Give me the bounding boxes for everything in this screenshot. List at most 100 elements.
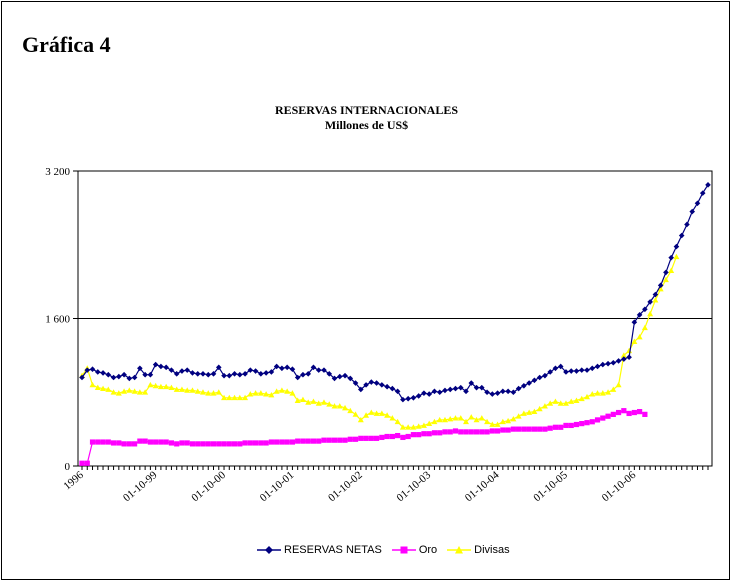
data-point-reservas-netas xyxy=(436,389,443,396)
data-point-reservas-netas xyxy=(252,368,259,374)
data-point-divisas xyxy=(499,418,506,425)
data-point-divisas xyxy=(426,420,433,426)
data-point-divisas xyxy=(673,253,680,260)
data-point-oro xyxy=(505,427,511,433)
data-point-divisas xyxy=(626,347,633,354)
data-point-oro xyxy=(289,439,296,445)
data-point-divisas xyxy=(578,395,585,402)
series-line-oro xyxy=(82,410,646,464)
data-point-divisas xyxy=(268,392,275,398)
data-point-divisas xyxy=(441,416,448,423)
data-point-oro xyxy=(473,429,480,435)
data-point-oro xyxy=(368,435,374,441)
data-point-divisas xyxy=(252,390,259,396)
data-point-divisas xyxy=(194,388,201,394)
data-point-oro xyxy=(284,439,290,445)
legend-symbol-reservas-netas xyxy=(257,545,281,555)
data-point-divisas xyxy=(384,412,391,418)
data-point-oro xyxy=(584,420,590,426)
y-tick-label: 0 xyxy=(65,461,71,473)
data-point-reservas-netas xyxy=(494,390,501,396)
data-point-oro xyxy=(594,417,601,423)
page-heading: Gráfica 4 xyxy=(22,32,111,57)
data-point-divisas xyxy=(520,410,527,416)
data-point-divisas xyxy=(447,415,454,422)
data-point-oro xyxy=(463,429,469,435)
data-point-divisas xyxy=(652,297,659,303)
data-point-oro xyxy=(221,441,227,447)
data-point-reservas-netas xyxy=(131,374,138,381)
data-point-oro xyxy=(494,428,501,434)
x-tick-label: 01-10-02 xyxy=(326,469,365,504)
data-point-divisas xyxy=(152,382,159,389)
data-point-oro xyxy=(395,432,401,439)
chart-legend: RESERVAS NETAS Oro Divisas xyxy=(257,540,510,560)
data-point-reservas-netas xyxy=(589,365,596,372)
data-point-reservas-netas xyxy=(210,371,217,377)
x-tick-label: 01-10-04 xyxy=(463,469,502,504)
data-point-divisas xyxy=(263,391,270,397)
y-tick-label: 1 600 xyxy=(45,314,70,326)
x-tick-label: 01-10-99 xyxy=(121,469,160,504)
data-point-reservas-netas xyxy=(284,364,290,371)
series-line-divisas xyxy=(81,256,677,428)
legend-label-divisas: Divisas xyxy=(474,544,510,556)
data-point-reservas-netas xyxy=(352,380,359,386)
data-point-oro xyxy=(174,441,180,447)
data-point-reservas-netas xyxy=(294,374,301,381)
data-point-divisas xyxy=(378,410,385,416)
data-point-divisas xyxy=(573,397,580,403)
data-point-reservas-netas xyxy=(310,364,317,371)
legend-item-reservas-netas: RESERVAS NETAS xyxy=(257,544,382,556)
data-point-oro xyxy=(479,429,485,435)
data-point-divisas xyxy=(105,386,112,392)
data-point-divisas xyxy=(199,389,206,395)
data-point-oro xyxy=(295,438,301,444)
data-point-oro xyxy=(568,422,574,429)
data-point-reservas-netas xyxy=(573,368,580,374)
data-point-reservas-netas xyxy=(84,367,91,373)
data-point-reservas-netas xyxy=(684,221,690,228)
data-point-reservas-netas xyxy=(705,182,711,188)
data-point-reservas-netas xyxy=(468,380,475,386)
data-point-divisas xyxy=(594,390,601,396)
data-point-divisas xyxy=(657,286,664,292)
data-point-oro xyxy=(458,429,464,435)
data-point-reservas-netas xyxy=(647,299,653,305)
data-point-oro xyxy=(610,411,616,417)
data-point-oro xyxy=(400,434,406,441)
data-point-divisas xyxy=(299,396,306,403)
legend-label-oro: Oro xyxy=(418,544,438,556)
data-point-reservas-netas xyxy=(615,358,622,364)
data-point-divisas xyxy=(473,416,480,423)
data-point-reservas-netas xyxy=(636,312,643,318)
data-point-reservas-netas xyxy=(542,372,548,379)
data-point-divisas xyxy=(363,412,370,418)
data-point-oro xyxy=(132,441,138,447)
data-point-reservas-netas xyxy=(594,363,601,370)
data-point-divisas xyxy=(541,403,548,409)
data-point-divisas xyxy=(589,391,596,397)
data-point-divisas xyxy=(536,405,543,412)
data-point-divisas xyxy=(463,418,470,425)
data-point-reservas-netas xyxy=(373,380,380,386)
data-point-divisas xyxy=(526,409,533,415)
data-point-divisas xyxy=(636,333,643,340)
data-point-oro xyxy=(621,408,627,414)
data-point-reservas-netas xyxy=(184,367,191,373)
data-point-oro xyxy=(216,441,222,447)
data-point-oro xyxy=(373,435,380,441)
data-point-reservas-netas xyxy=(415,393,422,399)
data-point-reservas-netas xyxy=(599,361,606,368)
data-point-reservas-netas xyxy=(226,372,233,379)
data-point-divisas xyxy=(478,415,485,421)
data-point-divisas xyxy=(505,417,512,424)
data-point-oro xyxy=(563,422,569,429)
data-point-oro xyxy=(605,413,611,419)
data-point-oro xyxy=(352,436,359,442)
data-point-divisas xyxy=(221,394,228,401)
data-point-divisas xyxy=(547,400,554,406)
data-point-oro xyxy=(331,437,338,443)
data-point-reservas-netas xyxy=(279,365,285,372)
